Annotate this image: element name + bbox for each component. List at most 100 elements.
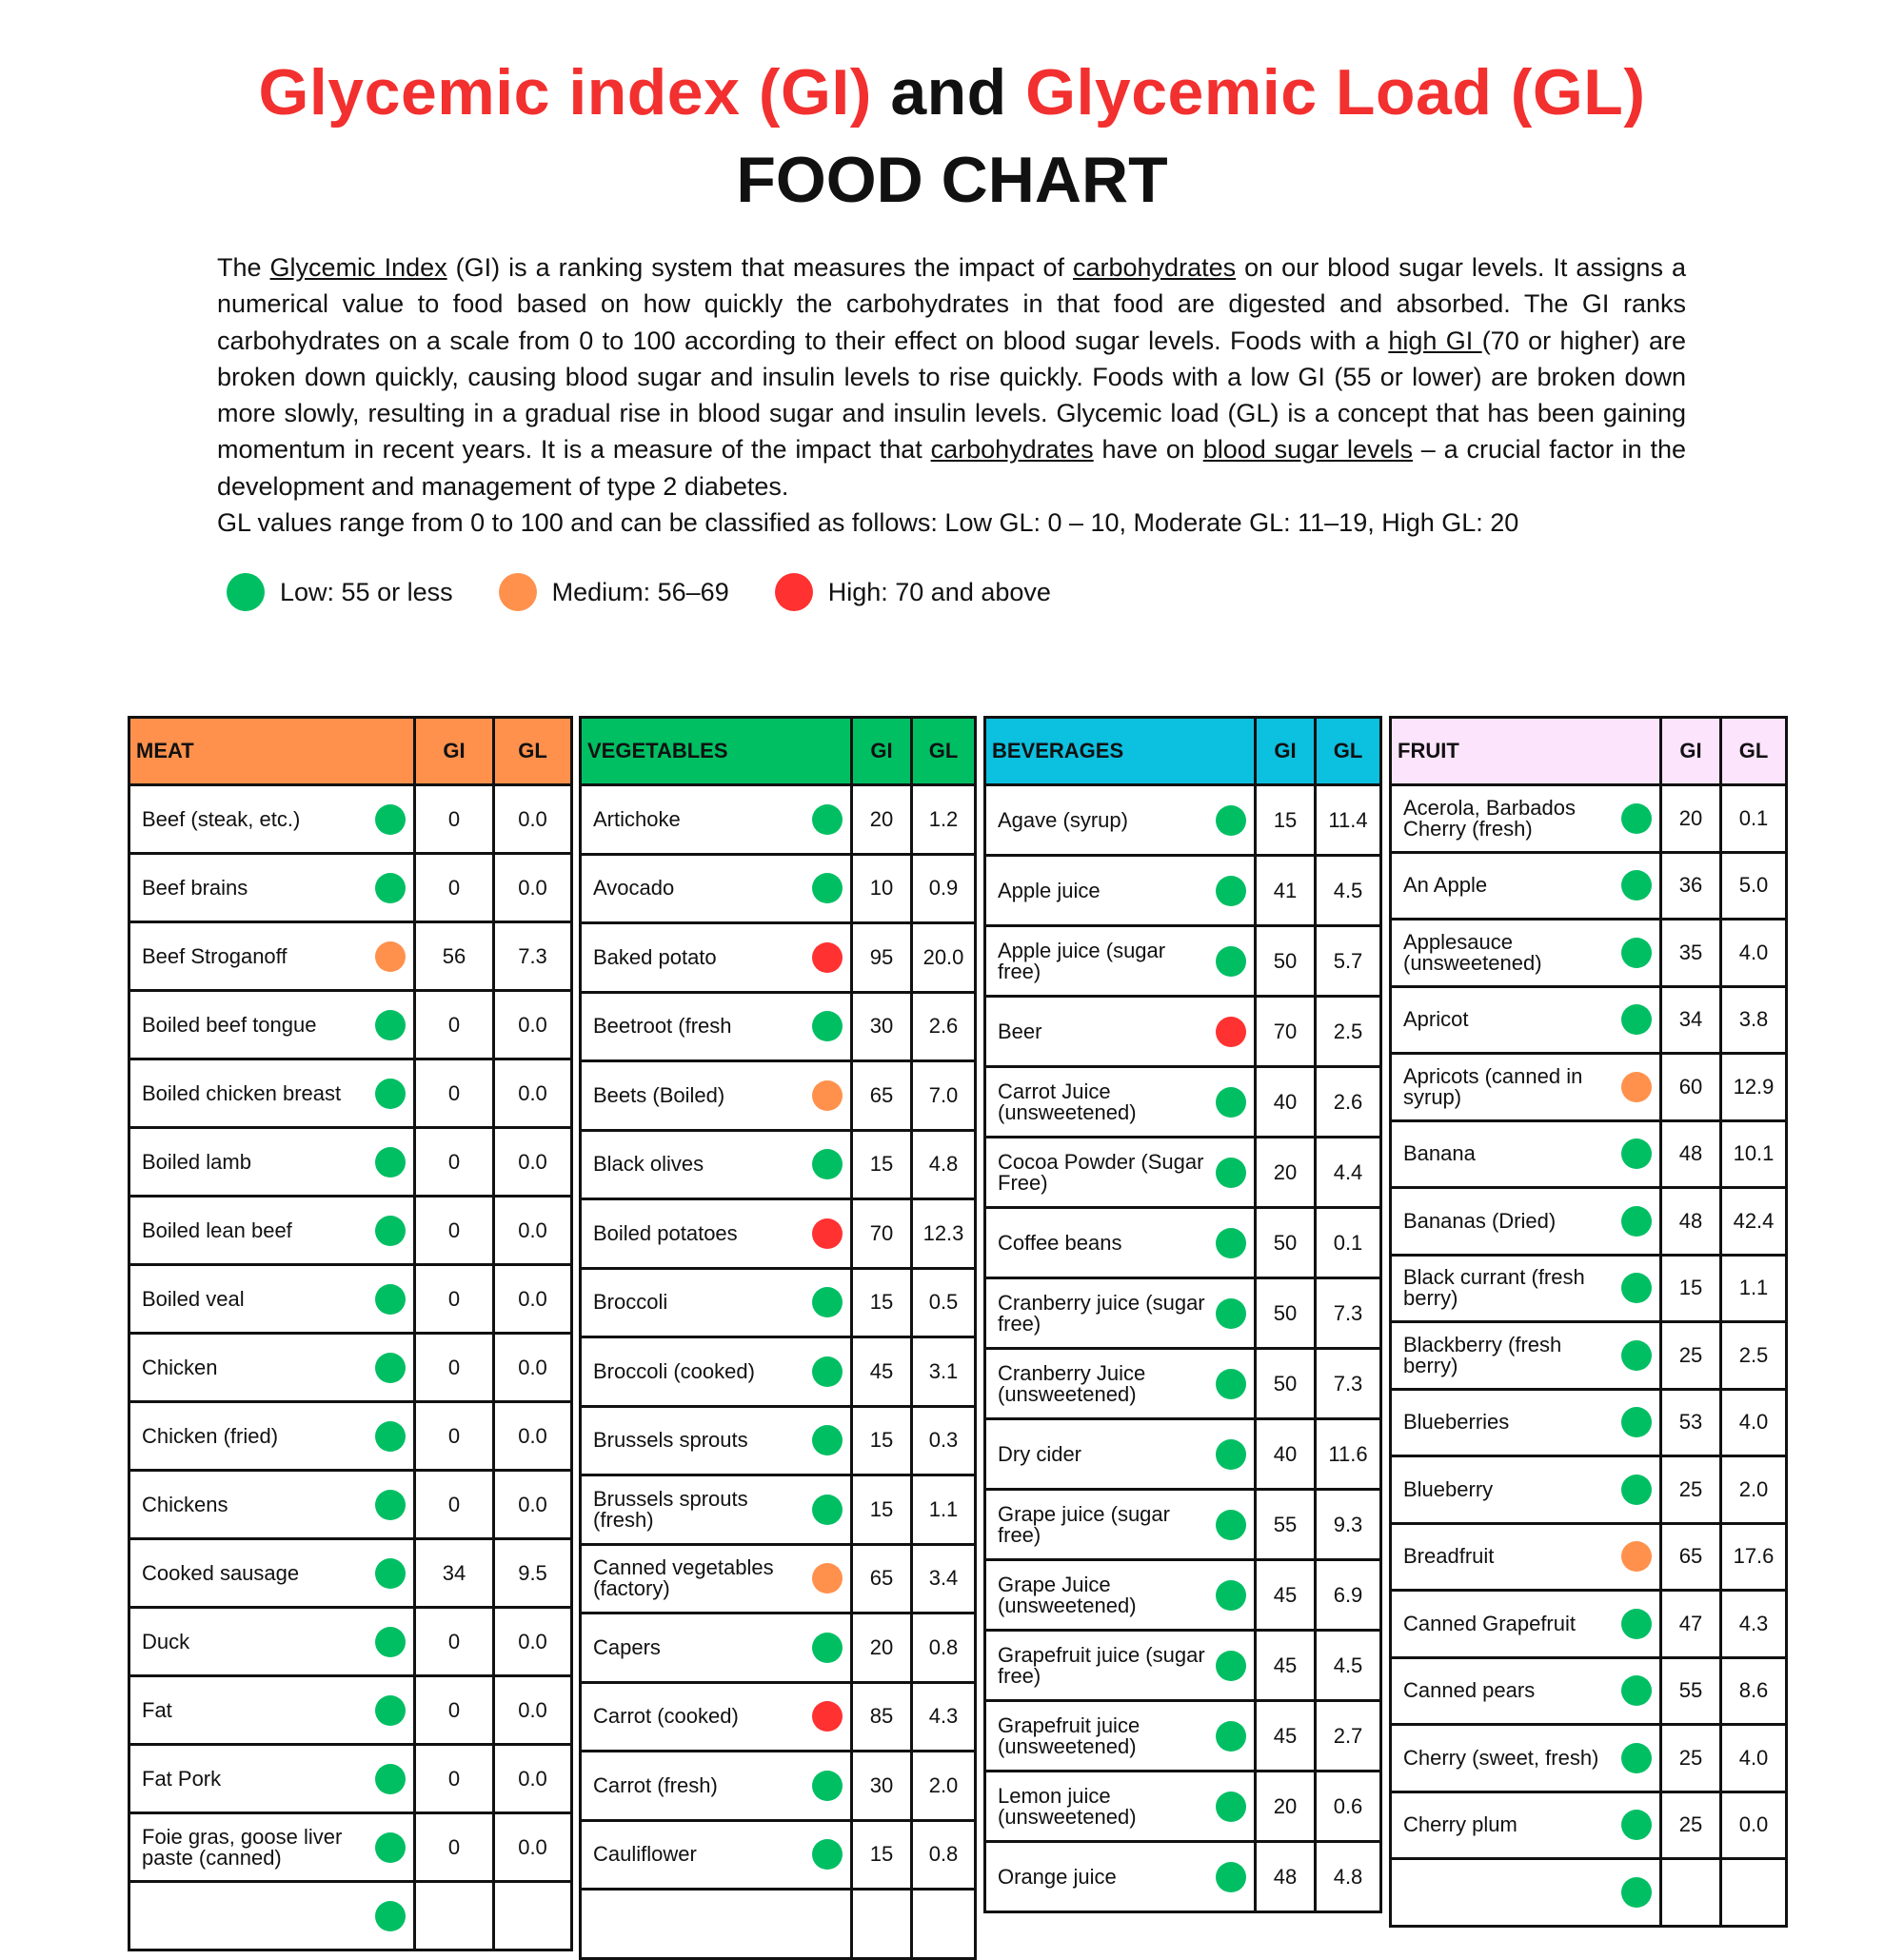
gi-value: 20	[1254, 1136, 1317, 1209]
gl-value: 4.4	[1314, 1136, 1382, 1209]
gi-value: 48	[1659, 1186, 1722, 1257]
gi-level-dot-icon	[1621, 1407, 1652, 1438]
gi-value: 20	[850, 783, 913, 856]
gl-value: 2.6	[910, 990, 977, 1062]
header-gl: GL	[910, 716, 977, 786]
gi-level-dot-icon	[375, 1420, 406, 1452]
gi-value: 45	[1254, 1558, 1317, 1632]
gi-value	[1659, 1857, 1722, 1928]
food-name-cell: Banana	[1389, 1119, 1662, 1189]
food-name-cell: Carrot Juice (unsweetened)	[983, 1065, 1257, 1138]
gi-value: 20	[850, 1612, 913, 1684]
food-name-cell: Apple juice (sugar free)	[983, 924, 1257, 998]
food-name: Chickens	[142, 1492, 228, 1516]
table-row: Carrot (fresh) 30 2.0	[579, 1750, 977, 1822]
header-gi: GI	[1254, 716, 1317, 786]
gi-value: 0	[413, 1058, 495, 1129]
gi-level-dot-icon	[1621, 1675, 1652, 1707]
intro-link[interactable]: Glycemic Index	[269, 253, 447, 282]
food-name: Acerola, Barbados Cherry (fresh)	[1403, 795, 1576, 841]
food-name-cell: Canned pears	[1389, 1655, 1662, 1726]
food-name-cell: Coffee beans	[983, 1206, 1257, 1279]
gi-level-dot-icon	[1621, 1138, 1652, 1170]
gl-value: 4.0	[1719, 1387, 1788, 1457]
gi-level-dot-icon	[1216, 1016, 1246, 1047]
gl-value: 17.6	[1719, 1521, 1788, 1592]
legend-dot-icon	[227, 573, 265, 611]
food-name: Agave (syrup)	[998, 807, 1128, 832]
food-name: Carrot (cooked)	[593, 1704, 739, 1729]
page-subtitle: FOOD CHART	[736, 144, 1168, 216]
food-name-cell: Cranberry Juice (unsweetened)	[983, 1347, 1257, 1420]
gl-value: 7.0	[910, 1059, 977, 1132]
food-name: Boiled potatoes	[593, 1220, 738, 1245]
food-name: Blueberries	[1403, 1410, 1510, 1435]
gl-value: 6.9	[1314, 1558, 1382, 1632]
intro-link[interactable]: carbohydrates	[930, 435, 1094, 465]
header-gi: GI	[1659, 716, 1722, 786]
table-header: VEGETABLES GI GL	[579, 716, 977, 786]
gl-value: 4.0	[1719, 1723, 1788, 1793]
gl-value: 0.6	[1314, 1770, 1382, 1843]
intro-link[interactable]: carbohydrates	[1073, 253, 1237, 282]
gi-level-dot-icon	[375, 1763, 406, 1794]
gl-value: 4.3	[1719, 1589, 1788, 1659]
table-row: Boiled chicken breast 0 0.0	[128, 1058, 573, 1129]
food-name-cell: Foie gras, goose liver paste (canned)	[128, 1812, 416, 1883]
table-row: Beetroot (fresh 30 2.6	[579, 990, 977, 1062]
food-name-cell: Beef Stroganoff	[128, 921, 416, 992]
gi-value: 45	[850, 1336, 913, 1408]
table-row: Broccoli (cooked) 45 3.1	[579, 1336, 977, 1408]
gi-value: 0	[413, 1674, 495, 1746]
food-name-cell: Duck	[128, 1606, 416, 1677]
food-name-cell: Grapefruit juice (sugar free)	[983, 1629, 1257, 1702]
gl-value: 10.1	[1719, 1119, 1788, 1189]
food-name-cell: Beer	[983, 995, 1257, 1068]
food-name: Bananas (Dried)	[1403, 1208, 1557, 1233]
gl-value: 0.3	[910, 1404, 977, 1476]
table-row: Applesauce (unsweetened) 35 4.0	[1389, 918, 1788, 988]
gi-level-dot-icon	[375, 1283, 406, 1315]
intro-link[interactable]: high GI	[1388, 326, 1482, 355]
gi-value: 45	[1254, 1629, 1317, 1702]
intro-text: have on	[1093, 435, 1203, 465]
gi-level-dot-icon	[1216, 1368, 1246, 1399]
legend: Low: 55 or less Medium: 56–69 High: 70 and…	[227, 573, 1097, 611]
food-name: Carrot Juice (unsweetened)	[998, 1079, 1137, 1124]
gl-value: 1.1	[1719, 1253, 1788, 1323]
gi-level-dot-icon	[1621, 1071, 1652, 1102]
gi-value: 95	[850, 921, 913, 994]
food-name: Banana	[1403, 1141, 1476, 1166]
food-name-cell: Breadfruit	[1389, 1521, 1662, 1592]
gi-value: 30	[850, 1750, 913, 1822]
gi-value: 34	[1659, 984, 1722, 1055]
table-row: Boiled beef tongue 0 0.0	[128, 989, 573, 1060]
gi-level-dot-icon	[375, 1831, 406, 1863]
food-name-cell: Broccoli	[579, 1266, 853, 1338]
gi-value: 48	[1254, 1840, 1317, 1913]
table-header: BEVERAGES GI GL	[983, 716, 1382, 786]
gi-value: 15	[850, 1128, 913, 1200]
table-row: Grape juice (sugar free) 55 9.3	[983, 1488, 1382, 1561]
gi-level-dot-icon	[1216, 1438, 1246, 1470]
gl-value: 2.7	[1314, 1699, 1382, 1772]
gi-value: 15	[1659, 1253, 1722, 1323]
table-row: Orange juice 48 4.8	[983, 1840, 1382, 1913]
gl-value: 0.0	[492, 1674, 573, 1746]
food-name-cell: Avocado	[579, 852, 853, 924]
gi-value: 60	[1659, 1052, 1722, 1122]
gi-value: 55	[1659, 1655, 1722, 1726]
gi-level-dot-icon	[812, 1011, 843, 1042]
gi-level-dot-icon	[1216, 1227, 1246, 1258]
table-row: Boiled lean beef 0 0.0	[128, 1195, 573, 1266]
food-name: Chicken (fried)	[142, 1423, 279, 1448]
food-name-cell: Beetroot (fresh	[579, 990, 853, 1062]
intro-link[interactable]: blood sugar levels	[1202, 435, 1413, 465]
food-name-cell: Chicken (fried)	[128, 1400, 416, 1472]
gl-value	[1719, 1857, 1788, 1928]
gi-value: 45	[1254, 1699, 1317, 1772]
table-row: Grape Juice (unsweetened) 45 6.9	[983, 1558, 1382, 1632]
gi-value: 48	[1659, 1119, 1722, 1189]
gl-value: 0.0	[492, 1332, 573, 1403]
table-row: Baked potato 95 20.0	[579, 921, 977, 994]
